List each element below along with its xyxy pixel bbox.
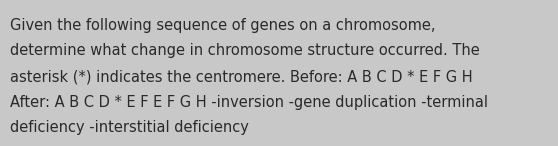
Text: Given the following sequence of genes on a chromosome,: Given the following sequence of genes on…	[10, 18, 435, 33]
Text: determine what change in chromosome structure occurred. The: determine what change in chromosome stru…	[10, 44, 480, 59]
Text: After: A B C D * E F E F G H -inversion -gene duplication -terminal: After: A B C D * E F E F G H -inversion …	[10, 94, 488, 110]
Text: asterisk (*) indicates the centromere. Before: A B C D * E F G H: asterisk (*) indicates the centromere. B…	[10, 69, 473, 84]
Text: deficiency -interstitial deficiency: deficiency -interstitial deficiency	[10, 120, 249, 135]
